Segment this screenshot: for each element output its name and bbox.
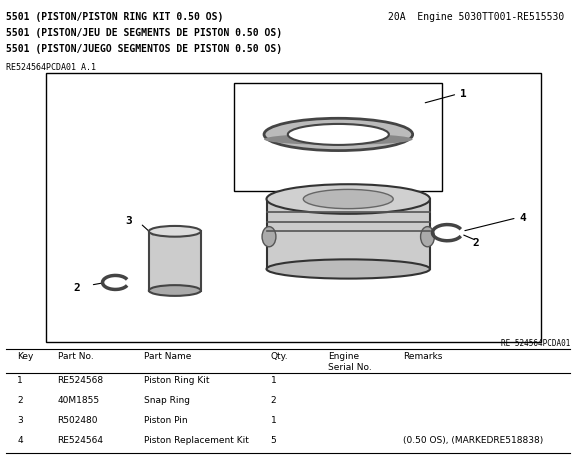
Ellipse shape xyxy=(264,118,412,151)
Bar xyxy=(149,231,201,291)
Text: 5501 (PISTON/JUEGO SEGMENTOS DE PISTON 0.50 OS): 5501 (PISTON/JUEGO SEGMENTOS DE PISTON 0… xyxy=(6,44,282,54)
Ellipse shape xyxy=(264,134,412,145)
Bar xyxy=(46,73,541,342)
Text: Part Name: Part Name xyxy=(144,352,191,361)
Ellipse shape xyxy=(267,259,430,278)
Text: Piston Ring Kit: Piston Ring Kit xyxy=(144,376,210,385)
Text: Piston Pin: Piston Pin xyxy=(144,416,188,425)
Text: R502480: R502480 xyxy=(58,416,98,425)
Text: 2: 2 xyxy=(472,238,479,249)
Text: 1: 1 xyxy=(460,89,467,99)
Text: 3: 3 xyxy=(126,216,132,226)
Text: 5501 (PISTON/JEU DE SEGMENTS DE PISTON 0.50 OS): 5501 (PISTON/JEU DE SEGMENTS DE PISTON 0… xyxy=(6,28,282,38)
Text: 20A  Engine 5030TT001-RE515530: 20A Engine 5030TT001-RE515530 xyxy=(388,12,564,22)
Text: Qty.: Qty. xyxy=(271,352,289,361)
Text: 1: 1 xyxy=(271,416,276,425)
Ellipse shape xyxy=(149,285,201,296)
Ellipse shape xyxy=(288,124,389,145)
Ellipse shape xyxy=(420,227,434,247)
Text: 5501 (PISTON/PISTON RING KIT 0.50 OS): 5501 (PISTON/PISTON RING KIT 0.50 OS) xyxy=(6,12,223,22)
Ellipse shape xyxy=(149,226,201,237)
Ellipse shape xyxy=(267,184,430,214)
Text: Serial No.: Serial No. xyxy=(328,363,372,372)
Text: 2: 2 xyxy=(271,396,276,405)
Text: Part No.: Part No. xyxy=(58,352,93,361)
Text: 2: 2 xyxy=(73,283,80,293)
Text: 1: 1 xyxy=(17,376,23,385)
Bar xyxy=(234,83,442,191)
Text: RE524568: RE524568 xyxy=(58,376,104,385)
Text: RE524564: RE524564 xyxy=(58,436,104,445)
Text: Snap Ring: Snap Ring xyxy=(144,396,190,405)
Text: (0.50 OS), (MARKEDRE518838): (0.50 OS), (MARKEDRE518838) xyxy=(403,436,543,445)
Text: RE 524564PCDA01: RE 524564PCDA01 xyxy=(501,339,570,348)
Ellipse shape xyxy=(262,227,276,247)
Text: 3: 3 xyxy=(17,416,23,425)
Text: 40M1855: 40M1855 xyxy=(58,396,100,405)
Text: RE524564PCDA01 A.1: RE524564PCDA01 A.1 xyxy=(6,63,96,72)
Text: Key: Key xyxy=(17,352,33,361)
Text: 4: 4 xyxy=(519,213,526,223)
Text: 5: 5 xyxy=(271,436,276,445)
Text: 1: 1 xyxy=(271,376,276,385)
Text: Piston Replacement Kit: Piston Replacement Kit xyxy=(144,436,249,445)
Ellipse shape xyxy=(304,190,393,209)
Text: 2: 2 xyxy=(17,396,23,405)
Text: Remarks: Remarks xyxy=(403,352,442,361)
Bar xyxy=(267,199,430,269)
Text: 4: 4 xyxy=(17,436,23,445)
Text: Engine: Engine xyxy=(328,352,359,361)
